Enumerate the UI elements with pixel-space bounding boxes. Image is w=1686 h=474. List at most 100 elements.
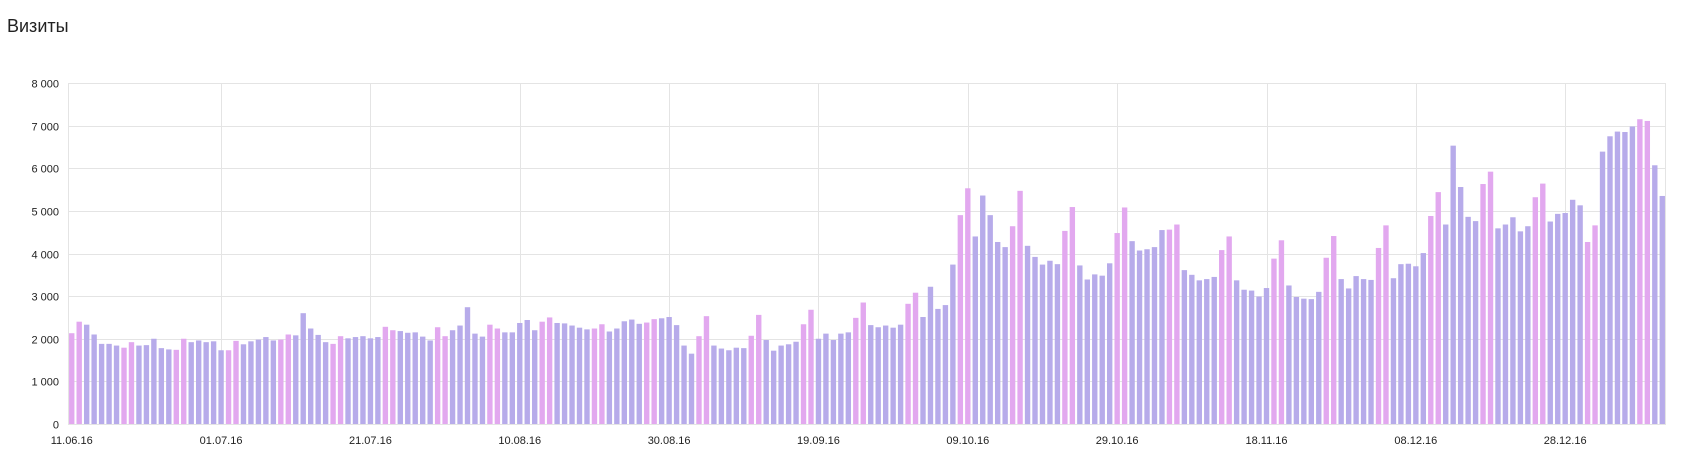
bar [1286, 285, 1292, 424]
bar [920, 317, 926, 424]
bar [1226, 236, 1232, 424]
bar [965, 188, 971, 424]
bar [1614, 131, 1621, 424]
bar [756, 314, 762, 424]
bar [1487, 171, 1494, 424]
y-tick-label: 0 [53, 420, 59, 432]
bar [644, 322, 650, 424]
bar [875, 327, 881, 424]
bar [532, 330, 538, 424]
bar [614, 328, 620, 424]
grid-lines [68, 83, 1666, 425]
bar [1547, 221, 1553, 424]
bar [1555, 213, 1561, 424]
bar [427, 340, 433, 424]
bar [927, 286, 934, 424]
bar [1256, 296, 1262, 424]
bar [651, 319, 657, 424]
bar [778, 345, 784, 424]
bar [1569, 199, 1576, 424]
bar [1301, 298, 1307, 424]
bar [337, 336, 344, 424]
bar [830, 340, 837, 424]
bar [1562, 213, 1568, 424]
bar [1510, 217, 1516, 424]
bar [270, 340, 277, 424]
bar [1450, 145, 1456, 424]
bar [1629, 126, 1636, 424]
y-tick-label: 3 000 [31, 292, 59, 304]
bar [890, 327, 896, 424]
bar [1189, 274, 1195, 424]
x-tick-label: 10.08.16 [498, 435, 541, 447]
bar [748, 335, 754, 424]
y-tick-label: 2 000 [31, 335, 59, 347]
y-tick-label: 7 000 [31, 122, 59, 134]
x-tick-label: 19.09.16 [797, 435, 840, 447]
bar [688, 353, 695, 424]
bar [382, 326, 389, 424]
bar [950, 264, 956, 424]
bar [121, 347, 127, 424]
bar [1360, 279, 1367, 424]
bar [1465, 216, 1471, 424]
bar [1607, 136, 1613, 424]
bar [233, 340, 239, 424]
bar [375, 337, 381, 424]
bar [1495, 228, 1501, 424]
y-tick-label: 1 000 [31, 377, 59, 389]
bar [1375, 247, 1382, 424]
bar [987, 215, 993, 424]
bar [1644, 120, 1651, 424]
bar [188, 342, 194, 424]
bar [1069, 207, 1076, 424]
y-tick-label: 6 000 [31, 164, 59, 176]
x-tick-label: 28.12.16 [1544, 435, 1587, 447]
bar [1502, 224, 1509, 424]
x-tick-label: 11.06.16 [51, 435, 93, 447]
bar [1652, 165, 1658, 424]
bar [1584, 241, 1591, 424]
bar [412, 332, 418, 424]
bar [1151, 247, 1158, 424]
bar [1024, 245, 1031, 424]
y-tick-label: 4 000 [31, 250, 59, 262]
bar [1263, 288, 1270, 424]
bar [569, 325, 575, 424]
bar [248, 341, 254, 424]
bar [218, 350, 224, 424]
bar [293, 335, 299, 424]
x-tick-label: 01.07.16 [200, 435, 243, 447]
bar [1278, 240, 1285, 424]
bar [1233, 280, 1240, 424]
bar [502, 332, 508, 424]
bar [91, 334, 97, 424]
bar [591, 328, 598, 424]
bar [1331, 236, 1337, 424]
bar [1196, 280, 1202, 424]
x-tick-label: 21.07.16 [349, 435, 392, 447]
bar [942, 305, 949, 424]
bar [442, 336, 448, 424]
bar [1248, 290, 1255, 424]
bar [76, 321, 82, 424]
bar [823, 333, 829, 424]
bar [285, 334, 291, 424]
bar [479, 336, 486, 424]
bar [606, 331, 613, 424]
x-tick-label: 29.10.16 [1096, 435, 1139, 447]
bar [1398, 264, 1404, 424]
bar [554, 322, 560, 424]
bar [1480, 184, 1486, 424]
bar [621, 321, 627, 424]
bar [1599, 151, 1606, 424]
bar [1316, 291, 1322, 424]
bar [457, 325, 463, 424]
bar [240, 344, 247, 424]
y-tick-label: 5 000 [31, 207, 59, 219]
bar [1077, 265, 1083, 424]
bar [308, 328, 314, 424]
bar [225, 350, 232, 424]
bar [1525, 226, 1531, 424]
bar [1032, 256, 1038, 424]
